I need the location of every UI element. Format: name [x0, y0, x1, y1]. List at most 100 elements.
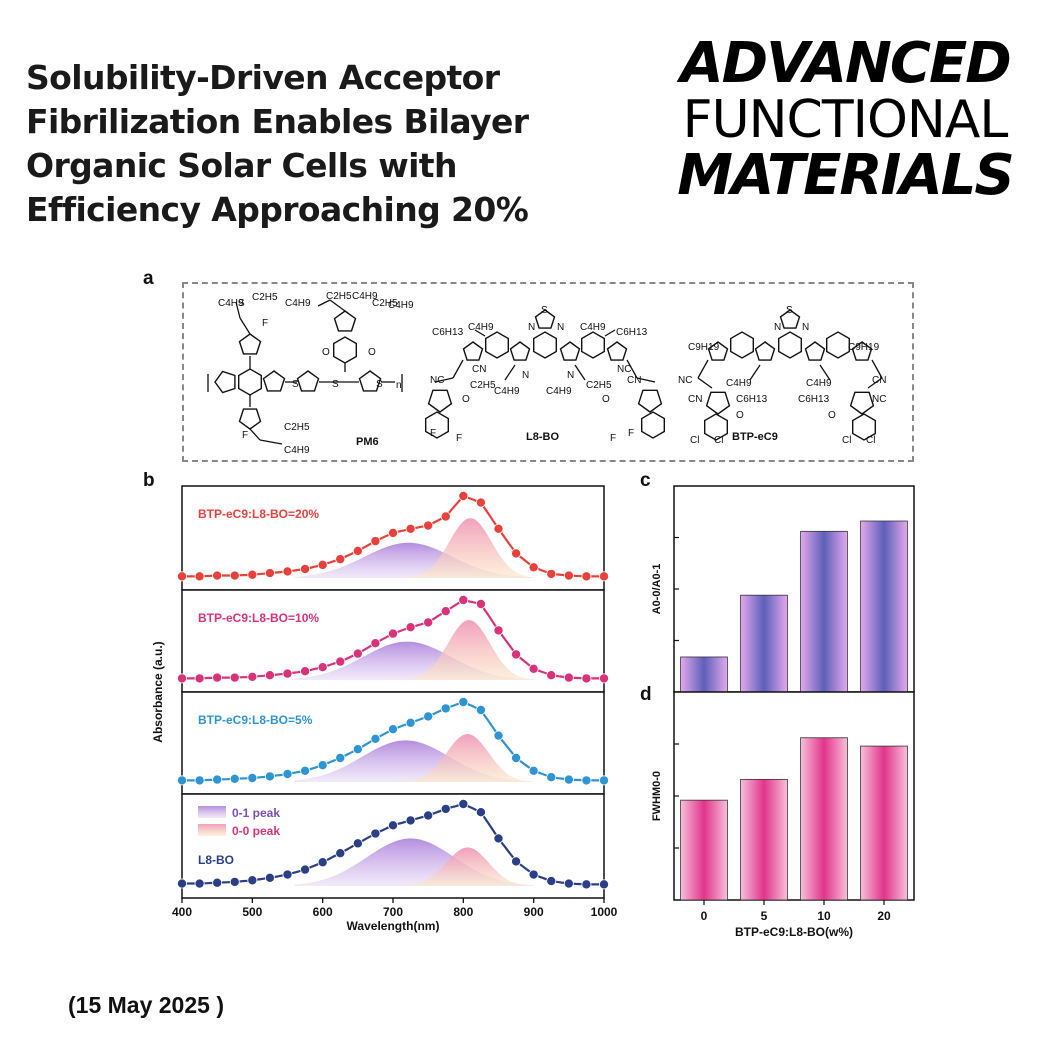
- data-point: [247, 671, 258, 682]
- substituent-label: F: [628, 428, 634, 439]
- panel-letter-c: c: [640, 470, 651, 491]
- data-point: [176, 878, 187, 889]
- data-point: [405, 523, 416, 534]
- journal-logo-line1: ADVANCED: [680, 31, 1011, 96]
- substituent-label: C9H19: [848, 342, 880, 353]
- data-point: [458, 595, 469, 606]
- benzene-ring: [533, 331, 557, 359]
- data-point: [194, 571, 205, 582]
- headline-line: Solubility-Driven Acceptor: [26, 58, 500, 97]
- substituent-label: C2H5: [470, 380, 496, 391]
- benzene-ring: [485, 331, 509, 359]
- bar: [800, 530, 848, 693]
- x-tick-label: 700: [383, 905, 403, 919]
- substituent-label: N: [522, 370, 529, 381]
- data-point: [581, 571, 592, 582]
- substituent-label: C6H13: [798, 394, 830, 405]
- data-point: [475, 807, 486, 818]
- data-point: [247, 875, 258, 886]
- data-point: [370, 536, 381, 547]
- x-tick-label: 600: [313, 905, 333, 919]
- data-point: [194, 878, 205, 889]
- data-point: [194, 775, 205, 786]
- data-point: [247, 773, 258, 784]
- data-point: [370, 733, 381, 744]
- thiophene-ring: [296, 370, 320, 392]
- data-point: [282, 566, 293, 577]
- data-point: [176, 775, 187, 786]
- data-point: [405, 717, 416, 728]
- thiophene-ring: [238, 333, 262, 355]
- data-point: [528, 869, 539, 880]
- bond: [819, 364, 831, 381]
- spectrum-subplot: L8-BO 0-1 peak 0-0 peak: [176, 793, 610, 899]
- data-point: [264, 568, 275, 579]
- data-point: [528, 562, 539, 573]
- data-point: [475, 705, 486, 716]
- data-point: [229, 773, 240, 784]
- substituent-label: C6H13: [432, 327, 464, 338]
- data-point: [493, 833, 504, 844]
- substituent-label: S: [376, 379, 383, 390]
- data-point: [423, 520, 434, 531]
- bond: [604, 329, 616, 337]
- substituent-label: C4H9: [494, 386, 520, 397]
- molecule-name: BTP-eC9: [732, 431, 778, 443]
- substituent-label: O: [602, 394, 610, 405]
- data-point: [264, 771, 275, 782]
- benzene-ring: [333, 336, 357, 364]
- series-label: BTP-eC9:L8-BO=20%: [198, 507, 319, 521]
- data-point: [546, 772, 557, 783]
- legend-swatch: [198, 806, 226, 818]
- data-point: [423, 617, 434, 628]
- data-point: [563, 774, 574, 785]
- bond: [504, 364, 516, 381]
- substituent-label: F: [456, 433, 462, 444]
- bond: [626, 359, 638, 379]
- data-point: [458, 490, 469, 501]
- legend: 0-1 peak 0-0 peak: [198, 806, 280, 838]
- thiophene-ring: [534, 309, 556, 329]
- thiophene-ring: [707, 341, 729, 361]
- data-point: [229, 570, 240, 581]
- substituent-label: Cl: [690, 435, 699, 446]
- substituent-label: C2H5: [586, 380, 612, 391]
- data-point: [546, 568, 557, 579]
- substituent-label: N: [528, 322, 535, 333]
- substituent-label: NC: [617, 364, 631, 375]
- data-point: [335, 753, 346, 764]
- data-point: [264, 670, 275, 681]
- absorption-spectra-chart: BTP-eC9:L8-BO=20% BTP-eC9:L8-BO=10% BTP-eC…: [151, 485, 618, 933]
- substituent-label: O: [368, 347, 376, 358]
- data-point: [335, 656, 346, 667]
- a00-a01-bar-chart: A0-0/A0-1: [651, 485, 915, 693]
- substituent-label: C2H5: [284, 422, 310, 433]
- substituent-label: C2H5: [372, 298, 398, 309]
- data-point: [212, 877, 223, 888]
- substituent-label: O: [322, 347, 330, 358]
- bond: [574, 364, 586, 381]
- substituent-label: F: [430, 428, 436, 439]
- panel-letter-a: a: [143, 268, 154, 289]
- x-tick-label: 1000: [591, 905, 618, 919]
- data-point: [458, 799, 469, 810]
- substituent-label: C4H9: [388, 300, 414, 311]
- data-point: [475, 497, 486, 508]
- bar: [740, 778, 788, 901]
- spectrum-subplot: BTP-eC9:L8-BO=20%: [176, 485, 610, 591]
- data-point: [282, 769, 293, 780]
- substituent-label: CN: [472, 364, 486, 375]
- data-point: [352, 838, 363, 849]
- data-point: [300, 864, 311, 875]
- data-point: [317, 662, 328, 673]
- data-point: [528, 765, 539, 776]
- substituent-label: S: [238, 298, 245, 309]
- substituent-label: n: [396, 380, 402, 391]
- substituent-label: N: [567, 370, 574, 381]
- headline: Solubility-Driven Acceptor Fibrilization…: [26, 56, 586, 232]
- bond: [452, 359, 464, 379]
- data-point: [493, 523, 504, 534]
- thiophene-ring: [849, 391, 875, 415]
- data-point: [282, 668, 293, 679]
